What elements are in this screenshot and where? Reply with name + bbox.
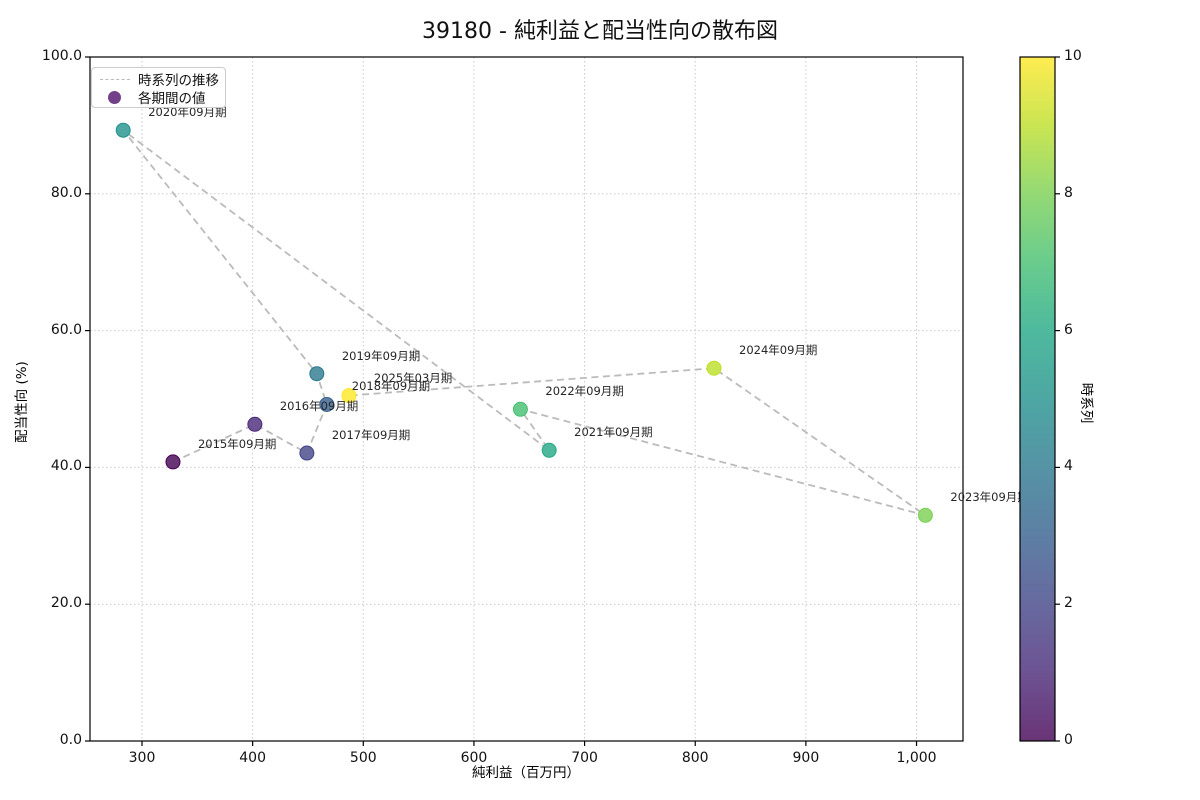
point-annotation: 2020年09月期: [148, 105, 227, 120]
y-tick-label: 40.0: [50, 458, 82, 475]
point-annotation: 2016年09月期: [279, 399, 359, 414]
y-tick-label: 80.0: [50, 184, 82, 201]
data-point: [917, 507, 933, 523]
data-point: [541, 442, 557, 458]
y-tick-label: 100.0: [41, 48, 82, 64]
data-point: [706, 360, 722, 376]
x-tick-label: 300: [128, 750, 156, 766]
x-tick-label: 800: [681, 750, 709, 766]
colorbar-label: 時系列: [1078, 382, 1094, 424]
data-point: [247, 416, 263, 432]
data-point: [341, 388, 357, 404]
point-annotation: 2025年03月期: [373, 370, 453, 385]
legend-marker-label: 各期間の値: [138, 91, 206, 107]
colorbar-tick-label: 2: [1064, 595, 1073, 612]
x-tick-label: 400: [239, 750, 266, 766]
point-annotation: 2023年09月期: [950, 490, 1029, 505]
x-tick-label: 500: [349, 750, 377, 766]
y-tick-label: 60.0: [50, 321, 82, 338]
colorbar-tick-label: 8: [1064, 184, 1073, 201]
point-annotation: 2021年09月期: [574, 425, 653, 440]
x-tick-label: 900: [792, 750, 820, 766]
data-point: [512, 401, 528, 417]
legend-line-label: 時系列の推移: [138, 73, 219, 89]
point-annotation: 2015年09月期: [197, 436, 277, 451]
x-axis-label: 純利益（百万円）: [472, 765, 580, 781]
point-annotation: 2024年09月期: [739, 343, 818, 358]
point-annotation: 2018年09月期: [351, 379, 431, 394]
dashed-line-icon: [99, 78, 130, 80]
x-tick-label: 600: [460, 750, 488, 766]
y-tick-label: 20.0: [50, 595, 82, 612]
circle-marker-icon: [99, 90, 130, 104]
data-point: [299, 445, 315, 461]
colorbar-tick-label: 4: [1064, 458, 1073, 475]
point-annotation: 2022年09月期: [545, 384, 624, 399]
colorbar-tick-label: 0: [1064, 732, 1073, 748]
data-point: [319, 396, 335, 412]
axes-frame: [89, 56, 964, 742]
point-annotation: 2017年09月期: [331, 428, 411, 443]
chart-title: 39180 - 純利益と配当性向の散布図: [422, 19, 778, 44]
legend-row-marker: 各期間の値: [99, 88, 219, 107]
legend: 時系列の推移 各期間の値: [91, 67, 226, 108]
colorbar-gradient: [1019, 56, 1056, 742]
x-tick-label: 1,000: [896, 750, 937, 766]
data-point: [309, 366, 325, 382]
data-point: [165, 454, 181, 470]
data-point: [115, 122, 131, 138]
x-tick-label: 700: [571, 750, 598, 766]
y-tick-label: 0.0: [59, 732, 82, 748]
colorbar-tick-label: 6: [1064, 321, 1073, 338]
colorbar-tick-label: 10: [1064, 48, 1082, 64]
legend-row-line: 時系列の推移: [99, 70, 219, 89]
point-annotation: 2019年09月期: [341, 348, 421, 363]
